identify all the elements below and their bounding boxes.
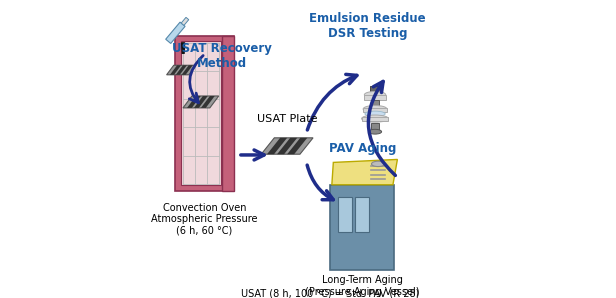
Polygon shape (182, 43, 185, 53)
Bar (370, 86, 381, 95)
Ellipse shape (365, 111, 385, 117)
Bar (363, 108, 387, 112)
Polygon shape (187, 96, 201, 108)
Text: Emulsion Residue
DSR Testing: Emulsion Residue DSR Testing (309, 12, 426, 40)
Polygon shape (267, 138, 287, 154)
Ellipse shape (364, 91, 386, 98)
Polygon shape (166, 22, 185, 44)
Text: Convection Oven
Atmospheric Pressure
(6 h, 60 °C): Convection Oven Atmospheric Pressure (6 … (151, 203, 257, 236)
Bar (222, 36, 233, 191)
Bar (330, 185, 394, 270)
Polygon shape (261, 138, 313, 154)
Polygon shape (181, 17, 188, 25)
Polygon shape (176, 65, 187, 75)
Polygon shape (182, 65, 193, 75)
Text: USAT Recovery
Method: USAT Recovery Method (172, 42, 272, 70)
Polygon shape (277, 138, 297, 154)
Text: PAV Aging: PAV Aging (329, 142, 396, 155)
Bar (371, 100, 379, 109)
Bar (338, 197, 352, 232)
Text: USAT (8 h, 100 °C) = Std. PAV (R 28): USAT (8 h, 100 °C) = Std. PAV (R 28) (241, 288, 419, 298)
Ellipse shape (363, 105, 387, 113)
Bar (180, 41, 221, 185)
Ellipse shape (371, 161, 384, 167)
Bar (371, 123, 379, 132)
Polygon shape (332, 159, 397, 185)
Polygon shape (166, 65, 196, 75)
Polygon shape (194, 96, 208, 108)
Ellipse shape (362, 115, 389, 122)
Bar (355, 197, 369, 232)
Bar (364, 95, 386, 100)
Bar (176, 36, 233, 191)
Polygon shape (170, 65, 181, 75)
Text: Long-Term Aging
(Pressure Aging Vessel): Long-Term Aging (Pressure Aging Vessel) (305, 275, 419, 297)
Bar (362, 117, 389, 121)
Polygon shape (183, 96, 219, 108)
Polygon shape (287, 138, 307, 154)
Text: USAT Plate: USAT Plate (257, 114, 317, 124)
Polygon shape (201, 96, 215, 108)
Ellipse shape (368, 129, 381, 134)
